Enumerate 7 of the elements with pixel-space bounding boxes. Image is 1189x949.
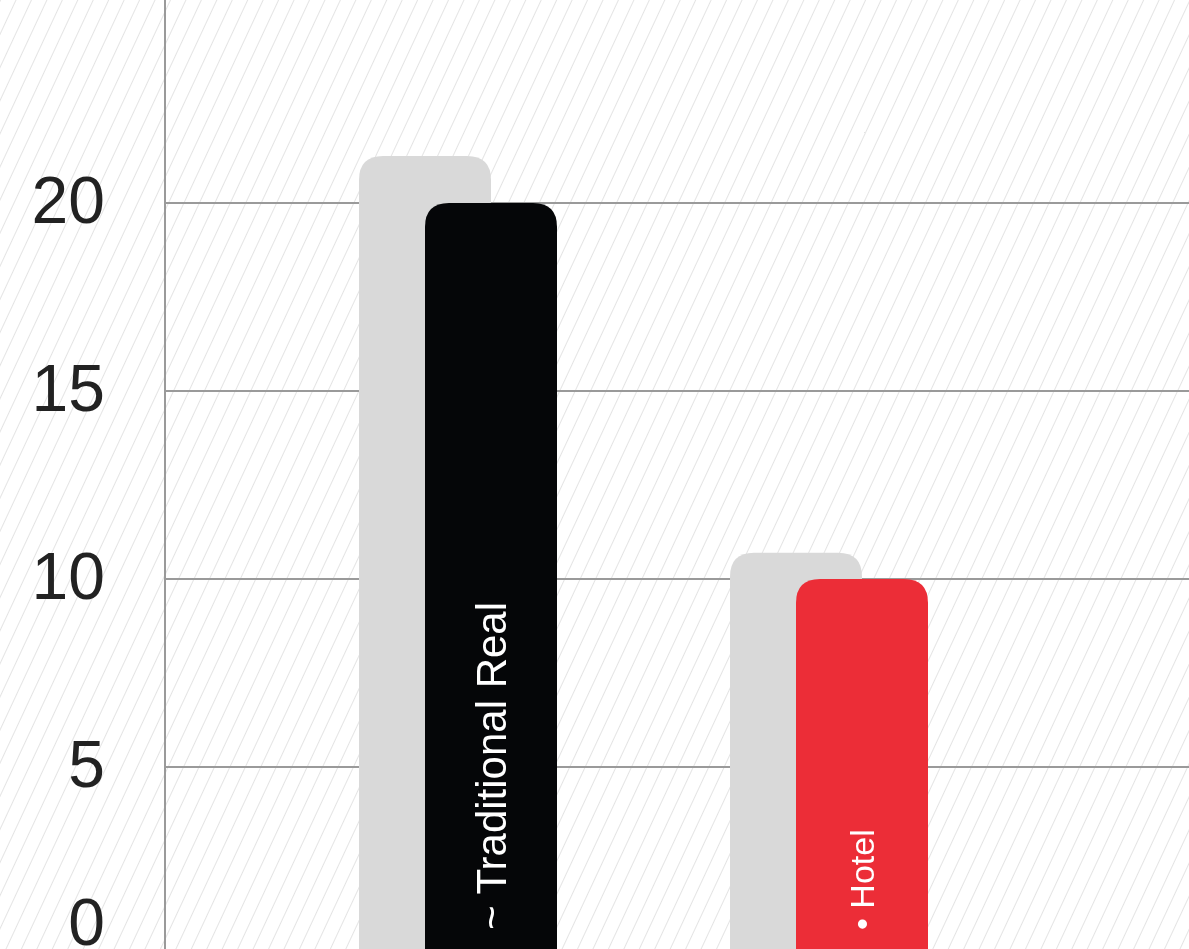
y-tick-label: 15 — [31, 351, 105, 426]
y-tick-label: 20 — [31, 163, 105, 238]
x-tick-label: ~ Traditional Real — [467, 601, 515, 930]
y-tick-label: 0 — [68, 885, 105, 949]
x-tick-label: • Hotel — [842, 829, 881, 930]
y-tick-label: 5 — [68, 727, 105, 802]
y-tick-label: 10 — [31, 539, 105, 614]
